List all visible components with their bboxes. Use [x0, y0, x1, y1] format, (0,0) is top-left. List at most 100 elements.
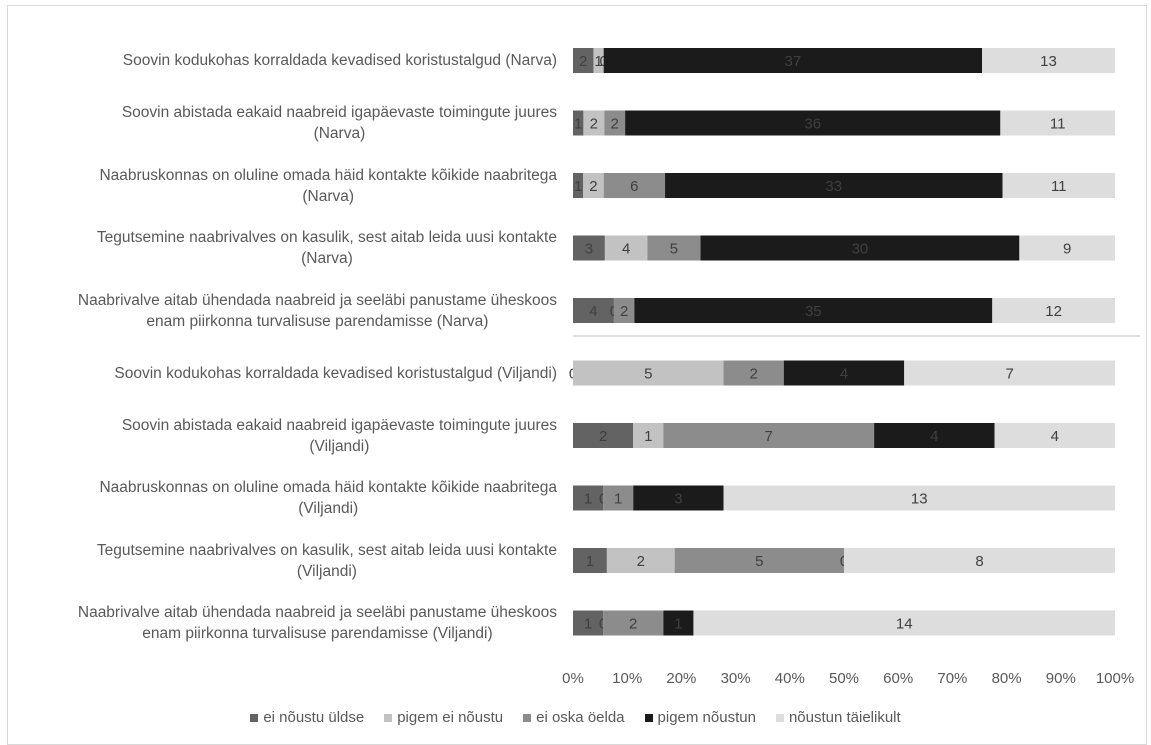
bar-segment	[573, 110, 584, 136]
x-tick-label: 10%	[612, 670, 642, 687]
data-label: 2	[599, 428, 607, 445]
legend-label: pigem nõustun	[657, 709, 756, 726]
bar-segment	[633, 485, 724, 511]
bar-segment	[874, 423, 995, 448]
bar-segment	[663, 423, 875, 448]
data-label: 4	[840, 366, 848, 383]
x-tick-label: 40%	[775, 670, 805, 687]
bar-segment	[583, 110, 605, 136]
data-label: 2	[590, 116, 598, 133]
data-label: 2	[629, 616, 637, 633]
bar-segment	[783, 360, 905, 386]
category-label: Naabrivalve aitab ühendada naabreid ja s…	[78, 290, 557, 332]
bar-segment	[982, 48, 1115, 73]
category-label-line: enam piirkonna turvalisuse parendamisse …	[142, 625, 493, 642]
category-label-line: Naabruskonnas on oluline omada häid kont…	[99, 479, 557, 496]
category-label-line: Naabruskonnas on oluline omada häid kont…	[99, 166, 557, 184]
category-label-line: (Narva)	[313, 125, 366, 142]
category-label-line: Soovin kodukohas korraldada kevadised ko…	[114, 364, 557, 382]
data-label: 4	[930, 428, 938, 445]
legend-item: nõustun täielikult	[775, 709, 901, 726]
legend-label: ei oska öelda	[536, 709, 625, 726]
legend-swatch	[384, 714, 393, 723]
category-label-line: Naabrivalve aitab ühendada naabreid ja s…	[77, 291, 557, 309]
bar-segment	[663, 610, 694, 636]
bar-segment	[603, 485, 634, 511]
data-label: 33	[825, 178, 842, 195]
x-tick-label: 50%	[829, 670, 859, 687]
data-label: 1	[594, 53, 602, 70]
legend-label: ei nõustu üldse	[263, 709, 365, 726]
data-label: 5	[644, 366, 652, 383]
bar-segment	[604, 235, 648, 261]
category-label: Naabruskonnas on oluline omada häid kont…	[99, 165, 557, 207]
data-label: 13	[1040, 53, 1057, 70]
legend-swatch	[644, 714, 653, 723]
bar-segment	[674, 548, 844, 573]
bar-segment	[606, 548, 675, 573]
category-label: Naabruskonnas on oluline omada häid kont…	[99, 477, 557, 519]
category-label-line: Soovin abistada eakaid naabreid igapäeva…	[121, 416, 557, 434]
bar-segment	[693, 610, 1115, 636]
category-label-line: Tegutsemine naabrivalves on kasulik, ses…	[96, 541, 557, 559]
data-label: 13	[911, 491, 928, 508]
legend-item: ei oska öelda	[523, 709, 625, 726]
x-tick-label: 80%	[992, 670, 1022, 687]
bar-segment	[904, 360, 1115, 386]
category-label-line: Naabrivalve aitab ühendada naabreid ja s…	[77, 604, 557, 621]
data-label: 2	[620, 303, 628, 320]
x-tick-label: 100%	[1096, 670, 1134, 687]
data-label: 2	[749, 366, 757, 383]
legend-swatch	[250, 714, 259, 723]
data-label: 37	[785, 53, 802, 70]
data-label: 4	[1051, 428, 1059, 445]
legend-swatch	[775, 714, 784, 723]
bar-segment	[603, 173, 666, 198]
bar-segment	[844, 548, 1115, 573]
category-label-line: Soovin abistada eakaid naabreid igapäeva…	[121, 104, 557, 121]
bar-segment	[573, 298, 614, 323]
bar-segment	[573, 485, 604, 511]
bar-segment	[633, 423, 664, 448]
bar-segment	[573, 173, 584, 198]
data-label: 11	[1050, 116, 1066, 133]
data-label: 14	[896, 616, 913, 633]
data-label: 7	[765, 428, 773, 445]
data-label: 30	[852, 241, 869, 258]
data-label: 2	[637, 553, 645, 570]
bar-segment	[573, 48, 594, 73]
bar-segment	[603, 610, 664, 636]
data-label: 1	[614, 491, 622, 508]
category-label: Soovin kodukohas korraldada kevadised ko…	[114, 363, 557, 384]
category-label: Soovin abistada eakaid naabreid igapäeva…	[122, 415, 557, 457]
data-label: 5	[755, 553, 763, 570]
bar-segment	[1019, 235, 1115, 261]
bar-segment	[573, 423, 634, 448]
data-label: 1	[674, 616, 682, 633]
bar-segment	[604, 110, 626, 136]
data-label: 4	[589, 303, 597, 320]
data-label: 5	[670, 241, 678, 258]
bar-segment	[573, 548, 607, 573]
data-label: 1	[574, 116, 582, 133]
bar-segment	[613, 298, 635, 323]
data-label: 1	[644, 428, 652, 445]
data-label: 1	[574, 178, 582, 195]
bar-segment	[723, 360, 784, 386]
x-tick-label: 20%	[666, 670, 696, 687]
legend-item: pigem ei nõustu	[384, 709, 503, 726]
data-label: 3	[674, 491, 682, 508]
category-label-line: enam piirkonna turvalisuse parendamisse …	[146, 312, 489, 330]
bar-segment	[1000, 110, 1115, 136]
legend: ei nõustu üldse pigem ei nõustu ei oska öe…	[0, 709, 1151, 726]
bar-segment	[992, 298, 1115, 323]
category-label-line: Soovin kodukohas korraldada kevadised ko…	[122, 52, 557, 69]
data-label: 2	[579, 53, 587, 70]
data-label: 3	[585, 241, 593, 258]
data-label: 12	[1045, 303, 1062, 320]
category-label: Soovin kodukohas korraldada kevadised ko…	[123, 50, 557, 71]
category-label-line: (Viljandi)	[296, 562, 357, 580]
bar-segment	[593, 48, 604, 73]
data-label: 11	[1051, 178, 1067, 195]
